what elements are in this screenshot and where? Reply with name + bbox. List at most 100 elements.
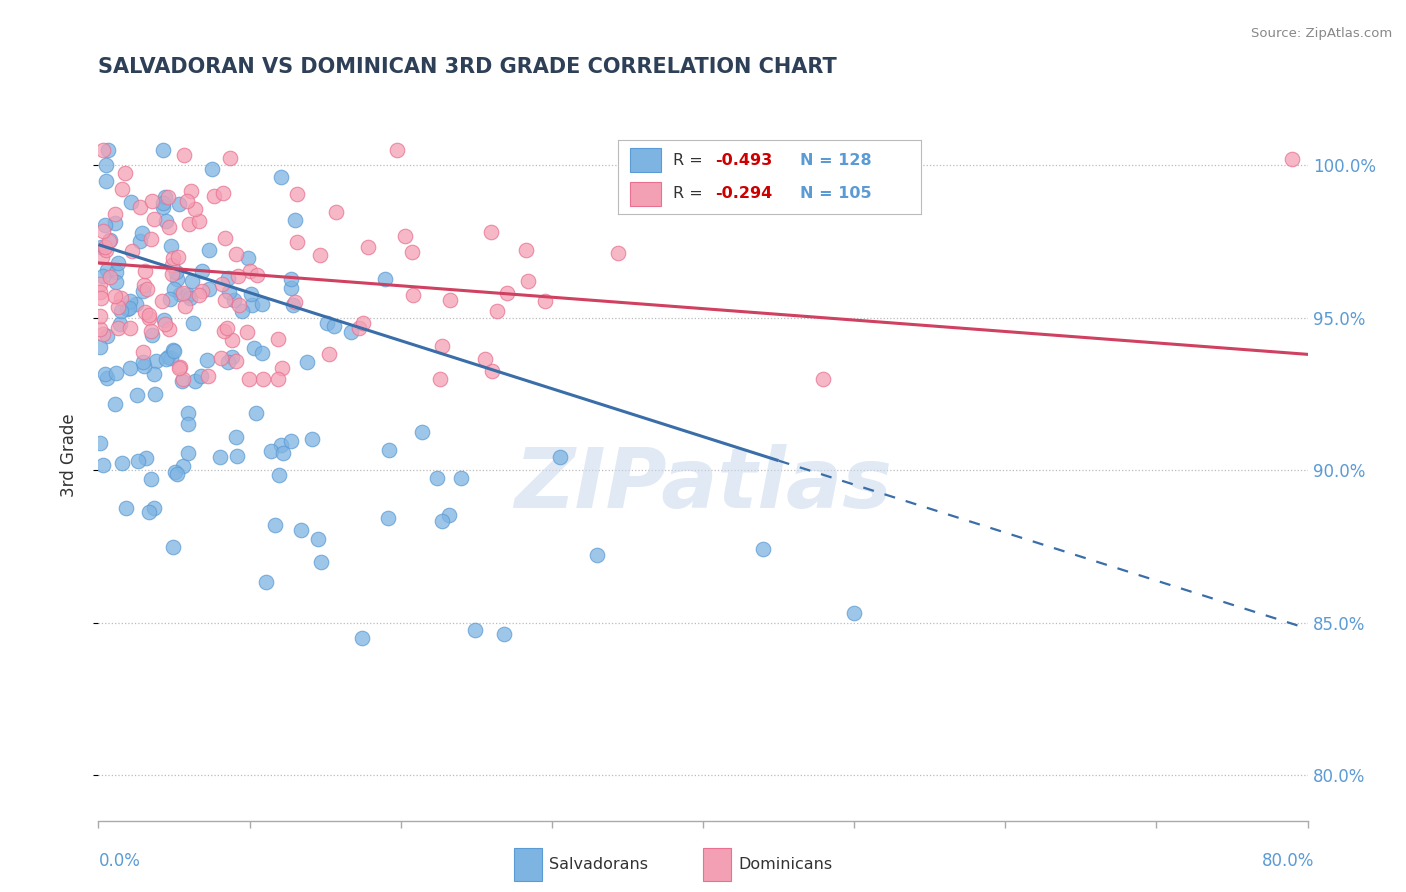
- Text: -0.493: -0.493: [716, 153, 772, 168]
- Point: [430, 338, 453, 352]
- Point: [155, 351, 177, 366]
- Point: [411, 425, 433, 439]
- Point: [120, 195, 142, 210]
- Point: [200, 161, 222, 176]
- Point: [179, 291, 201, 305]
- Point: [104, 289, 127, 303]
- Point: [141, 231, 163, 245]
- Point: [173, 148, 195, 162]
- Point: [167, 250, 190, 264]
- Point: [100, 269, 122, 284]
- Point: [187, 287, 209, 301]
- Point: [231, 303, 253, 318]
- Point: [225, 354, 247, 368]
- Point: [1281, 153, 1303, 167]
- Point: [153, 318, 176, 332]
- Point: [239, 264, 262, 278]
- Point: [209, 351, 232, 366]
- Point: [183, 375, 205, 389]
- Point: [450, 471, 472, 485]
- Point: [138, 310, 160, 325]
- Point: [270, 360, 292, 375]
- Point: [198, 282, 221, 296]
- Point: [91, 268, 114, 283]
- Point: [127, 388, 149, 402]
- Text: Salvadorans: Salvadorans: [550, 857, 648, 871]
- Point: [107, 321, 129, 335]
- Point: [90, 240, 112, 254]
- Point: [191, 264, 214, 278]
- Point: [94, 367, 117, 381]
- Point: [162, 259, 184, 273]
- Point: [260, 444, 283, 458]
- Point: [295, 355, 318, 369]
- Point: [385, 143, 408, 157]
- Point: [492, 627, 515, 641]
- Point: [166, 272, 188, 286]
- Point: [217, 271, 239, 285]
- Point: [290, 523, 312, 537]
- Point: [183, 202, 205, 216]
- Point: [162, 252, 184, 266]
- Point: [127, 453, 149, 467]
- Point: [172, 372, 194, 386]
- Point: [464, 623, 486, 637]
- Text: R =: R =: [672, 153, 707, 168]
- Point: [534, 293, 557, 308]
- Point: [267, 332, 290, 346]
- Point: [177, 217, 200, 231]
- Point: [162, 343, 184, 357]
- Point: [228, 298, 250, 312]
- Point: [394, 228, 416, 243]
- Point: [143, 386, 166, 401]
- Point: [110, 318, 132, 332]
- Point: [607, 245, 630, 260]
- Point: [181, 316, 204, 330]
- Point: [225, 246, 247, 260]
- Point: [89, 436, 111, 450]
- Point: [96, 371, 118, 385]
- Point: [172, 286, 194, 301]
- Point: [224, 293, 246, 307]
- Point: [250, 346, 273, 360]
- Point: [134, 264, 156, 278]
- Point: [401, 288, 423, 302]
- Point: [285, 235, 308, 249]
- Point: [172, 374, 194, 388]
- Point: [141, 327, 163, 342]
- Point: [172, 459, 194, 474]
- Point: [245, 406, 267, 420]
- Point: [107, 300, 129, 314]
- Point: [254, 574, 277, 589]
- Point: [307, 532, 329, 546]
- Point: [132, 355, 155, 369]
- Point: [111, 456, 134, 470]
- Point: [145, 353, 167, 368]
- Point: [177, 446, 200, 460]
- Point: [165, 265, 187, 279]
- Point: [120, 293, 142, 308]
- Point: [89, 340, 111, 354]
- Point: [177, 417, 200, 432]
- Point: [377, 511, 399, 525]
- Point: [89, 322, 111, 336]
- Point: [114, 165, 136, 179]
- Point: [190, 369, 212, 384]
- Point: [236, 326, 259, 340]
- Point: [152, 195, 174, 210]
- Point: [131, 226, 153, 240]
- Point: [238, 372, 260, 386]
- Text: R =: R =: [672, 186, 707, 202]
- Text: -0.294: -0.294: [716, 186, 772, 202]
- Point: [548, 450, 571, 465]
- Point: [125, 297, 148, 311]
- Point: [89, 277, 111, 292]
- Point: [280, 434, 302, 449]
- Point: [141, 194, 163, 208]
- Point: [97, 143, 120, 157]
- Point: [104, 366, 127, 380]
- Point: [152, 201, 174, 215]
- Point: [111, 182, 134, 196]
- Point: [212, 324, 235, 338]
- Point: [89, 310, 111, 324]
